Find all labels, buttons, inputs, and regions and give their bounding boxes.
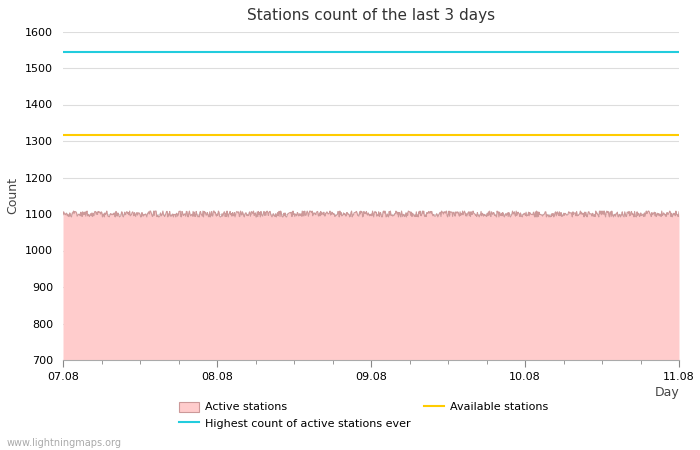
Legend: Active stations, Highest count of active stations ever, Available stations: Active stations, Highest count of active… bbox=[179, 402, 548, 429]
Text: www.lightningmaps.org: www.lightningmaps.org bbox=[7, 438, 122, 448]
Title: Stations count of the last 3 days: Stations count of the last 3 days bbox=[247, 9, 495, 23]
Text: Day: Day bbox=[654, 386, 679, 399]
Y-axis label: Count: Count bbox=[6, 177, 20, 214]
